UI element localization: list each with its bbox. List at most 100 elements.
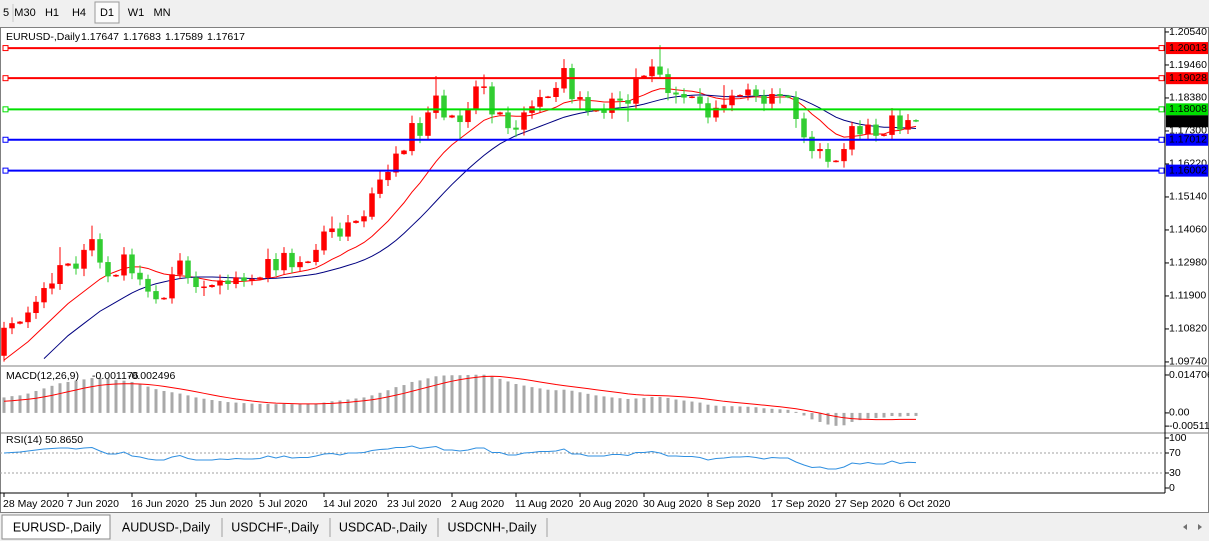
y-tick-label: 1.14060: [1169, 224, 1207, 236]
macd-bar: [442, 375, 446, 413]
macd-bar: [170, 392, 174, 413]
macd-bar: [378, 392, 382, 413]
timeframe-button[interactable]: M30: [14, 7, 35, 19]
macd-bar: [242, 403, 246, 413]
candle-body: [153, 291, 159, 300]
macd-bar: [626, 398, 630, 413]
macd-bar: [10, 396, 14, 413]
macd-bar: [874, 412, 878, 419]
candle-body: [201, 286, 207, 289]
level-label: 1.18008: [1169, 103, 1207, 115]
candle-body: [73, 263, 79, 269]
tab-label[interactable]: USDCHF-,Daily: [231, 520, 319, 534]
scroll-right[interactable]: [1198, 524, 1202, 530]
macd-bar: [194, 397, 198, 413]
macd-bar: [522, 385, 526, 413]
x-tick-label: 20 Aug 2020: [579, 498, 638, 510]
macd-bar: [346, 399, 350, 413]
candle-body: [585, 97, 591, 112]
level-label-bg: [1166, 72, 1208, 85]
candle-body: [801, 118, 807, 138]
candle-body: [513, 127, 519, 130]
macd-bar: [282, 403, 286, 413]
macd-bar: [850, 412, 854, 422]
candle-body: [881, 134, 887, 136]
macd-bar: [290, 404, 294, 413]
y-tick-label: 1.12980: [1169, 257, 1207, 269]
candle-body: [361, 216, 367, 222]
macd-bar: [842, 412, 846, 426]
candle-body: [473, 86, 479, 110]
x-tick-label: 25 Jun 2020: [195, 498, 253, 510]
macd-bar: [562, 389, 566, 413]
timeframe-button[interactable]: MN: [153, 7, 170, 19]
macd-bar: [714, 405, 718, 413]
timeframe-button[interactable]: H1: [45, 7, 59, 19]
macd-bar: [642, 397, 646, 413]
candle-body: [545, 96, 551, 98]
indicator-value: -0.002496: [128, 370, 175, 382]
tab[interactable]: [1, 514, 111, 540]
candle-body: [89, 239, 95, 251]
macd-bar: [234, 402, 238, 413]
macd-bar: [322, 402, 326, 413]
candle-body: [249, 278, 255, 281]
macd-bar: [418, 380, 422, 413]
macd-bar: [882, 412, 886, 418]
tab-label[interactable]: AUDUSD-,Daily: [122, 520, 211, 534]
candle-body: [521, 112, 527, 130]
macd-bar: [650, 396, 654, 413]
y-tick-label: 1.17300: [1169, 125, 1207, 137]
macd-bar: [834, 412, 838, 426]
macd-bar: [306, 403, 310, 413]
candle-body: [217, 280, 223, 286]
x-tick-label: 8 Sep 2020: [707, 498, 761, 510]
x-tick-label: 17 Sep 2020: [771, 498, 831, 510]
macd-bar: [530, 387, 534, 413]
macd-bar: [362, 397, 366, 413]
candle-body: [257, 277, 263, 280]
macd-bar: [394, 387, 398, 413]
macd-bar: [690, 401, 694, 413]
scroll-left[interactable]: [1183, 524, 1187, 530]
timeframe-button[interactable]: 5: [3, 7, 9, 19]
tab-bar: [0, 514, 1209, 541]
tab-label[interactable]: USDCAD-,Daily: [339, 520, 428, 534]
level-label: 1.19028: [1169, 72, 1207, 84]
candle-body: [849, 126, 855, 150]
timeframe-button[interactable]: D1: [100, 7, 114, 19]
macd-bar: [474, 374, 478, 413]
macd-bar: [906, 412, 910, 417]
tab-label[interactable]: EURUSD-,Daily: [13, 520, 102, 534]
candle-body: [769, 94, 775, 104]
macd-bar: [610, 397, 614, 413]
candle-body: [353, 220, 359, 223]
macd-bar: [98, 378, 102, 413]
timeframe-button[interactable]: W1: [128, 7, 145, 19]
candle-body: [233, 277, 239, 284]
current-price-label: 1.17617: [1169, 115, 1207, 127]
x-tick-label: 23 Jul 2020: [387, 498, 441, 510]
candle-body: [265, 259, 271, 278]
candle-body: [833, 160, 839, 163]
level-handle: [1158, 136, 1165, 143]
y-tick-label: 1.18380: [1169, 92, 1207, 104]
macd-bar: [802, 412, 806, 416]
candle-body: [713, 107, 719, 118]
candle-body: [729, 95, 735, 106]
macd-bar: [658, 396, 662, 413]
tab-label[interactable]: USDCNH-,Daily: [448, 520, 538, 534]
macd-bar: [426, 378, 430, 413]
candle-body: [457, 115, 463, 123]
candle-body: [1, 327, 7, 356]
timeframe-button[interactable]: H4: [72, 7, 86, 19]
signal-line: [3, 375, 917, 421]
macd-bar: [50, 385, 54, 413]
candle-body: [209, 285, 215, 288]
macd-bar: [202, 398, 206, 413]
macd-bar: [146, 386, 150, 413]
y-tick-label: 0: [1169, 482, 1175, 494]
level-handle: [2, 106, 9, 113]
level-label-bg: [1166, 133, 1208, 146]
candle-body: [753, 89, 759, 97]
